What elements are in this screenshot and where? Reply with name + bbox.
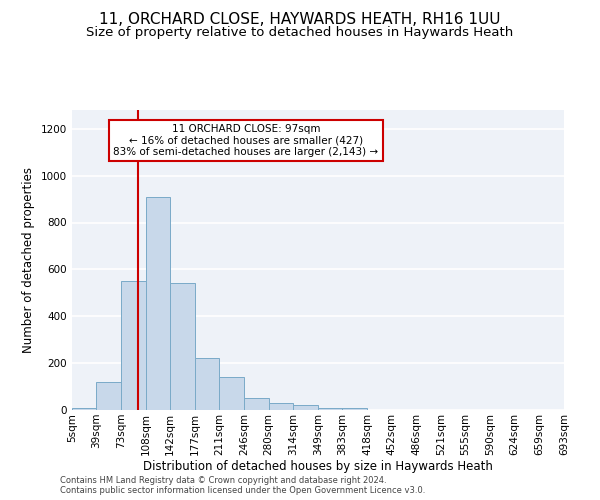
Text: Size of property relative to detached houses in Haywards Heath: Size of property relative to detached ho… [86, 26, 514, 39]
Bar [244, 398, 269, 410]
X-axis label: Distribution of detached houses by size in Haywards Heath: Distribution of detached houses by size … [143, 460, 493, 473]
Text: 11 ORCHARD CLOSE: 97sqm
← 16% of detached houses are smaller (427)
83% of semi-d: 11 ORCHARD CLOSE: 97sqm ← 16% of detache… [113, 124, 379, 157]
Bar [121, 281, 146, 410]
Bar [195, 358, 220, 410]
Bar [146, 196, 170, 410]
Bar [220, 377, 244, 410]
Bar [293, 406, 318, 410]
Bar [269, 402, 293, 410]
Bar [318, 408, 343, 410]
Y-axis label: Number of detached properties: Number of detached properties [22, 167, 35, 353]
Text: 11, ORCHARD CLOSE, HAYWARDS HEATH, RH16 1UU: 11, ORCHARD CLOSE, HAYWARDS HEATH, RH16 … [99, 12, 501, 28]
Bar [343, 408, 367, 410]
Bar [72, 408, 97, 410]
Text: Contains public sector information licensed under the Open Government Licence v3: Contains public sector information licen… [60, 486, 425, 495]
Text: Contains HM Land Registry data © Crown copyright and database right 2024.: Contains HM Land Registry data © Crown c… [60, 476, 386, 485]
Bar [170, 284, 195, 410]
Bar [97, 382, 121, 410]
